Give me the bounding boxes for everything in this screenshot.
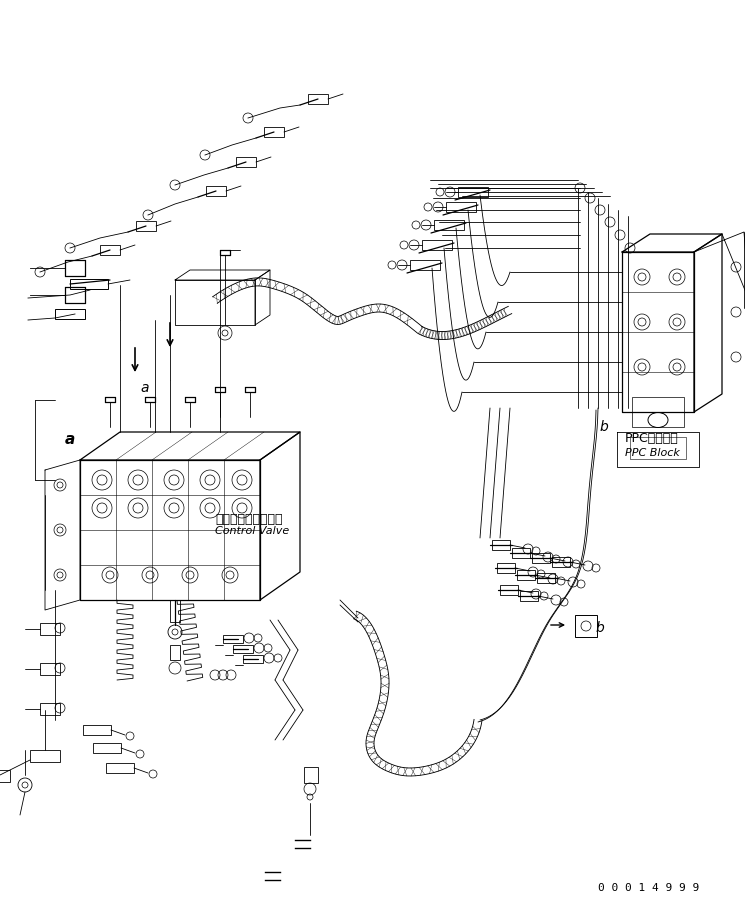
Bar [100, 245, 120, 255]
Bar [492, 540, 510, 550]
Text: a: a [65, 432, 75, 448]
Bar [223, 635, 243, 643]
Bar [136, 221, 156, 231]
Bar [243, 655, 263, 663]
Bar [500, 585, 518, 595]
Text: PPCブロック: PPCブロック [625, 432, 679, 445]
Bar [422, 240, 452, 250]
Bar [170, 600, 180, 622]
Bar [206, 186, 226, 196]
Bar [632, 397, 684, 427]
Bar [30, 750, 60, 762]
Bar [40, 703, 60, 715]
Text: Control Valve: Control Valve [215, 526, 289, 536]
Bar [532, 553, 550, 563]
Text: a: a [140, 381, 148, 395]
Bar [264, 127, 284, 137]
Text: コントロールバルブ: コントロールバルブ [215, 513, 282, 526]
Bar [70, 279, 108, 289]
Bar [233, 645, 253, 653]
Bar [537, 573, 555, 583]
Bar [458, 187, 488, 197]
Bar [446, 202, 476, 212]
Bar [512, 548, 530, 558]
Bar [410, 260, 440, 270]
Bar [520, 591, 538, 601]
Bar [55, 309, 85, 319]
Bar [40, 663, 60, 675]
Bar [106, 763, 134, 773]
Text: PPC Block: PPC Block [625, 448, 680, 458]
Bar [236, 157, 256, 167]
Bar [40, 623, 60, 635]
Bar [170, 645, 180, 660]
Bar [497, 563, 515, 573]
Bar [308, 94, 328, 104]
Text: b: b [595, 621, 603, 635]
Bar [83, 725, 111, 735]
Bar [434, 220, 464, 230]
Bar [0, 770, 10, 782]
Bar [552, 557, 570, 567]
Bar [93, 743, 121, 753]
Text: 0 0 0 1 4 9 9 9: 0 0 0 1 4 9 9 9 [598, 883, 700, 893]
Text: b: b [600, 420, 609, 434]
Bar [304, 767, 318, 783]
Bar [517, 570, 535, 580]
Bar [575, 615, 597, 637]
Bar [630, 437, 686, 459]
